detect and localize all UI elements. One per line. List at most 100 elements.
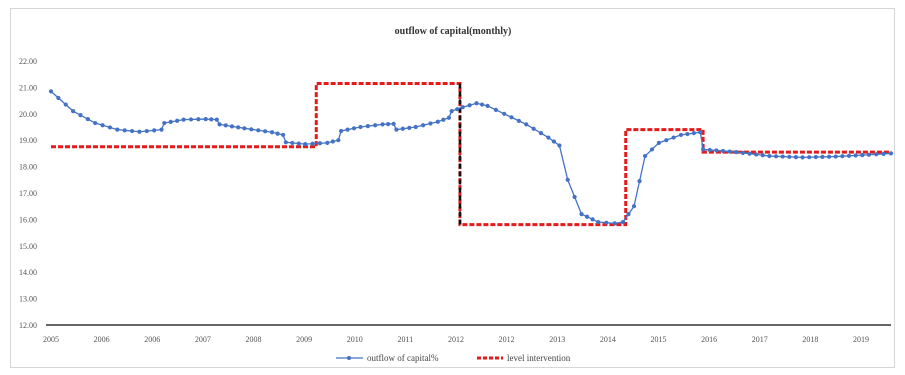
data-point-outflow (867, 153, 871, 157)
data-point-outflow (297, 141, 301, 145)
y-tick-label: 12.00 (19, 321, 37, 330)
data-point-outflow (447, 116, 451, 120)
data-point-outflow (714, 148, 718, 152)
y-tick-label: 21.00 (19, 83, 37, 92)
x-tick-label: 2015 (651, 335, 667, 344)
data-point-outflow (249, 127, 253, 131)
data-point-outflow (407, 126, 411, 130)
data-point-outflow (290, 141, 294, 145)
x-tick-label: 2005 (43, 335, 59, 344)
x-tick-label: 2012 (448, 335, 464, 344)
y-tick-label: 22.00 (19, 57, 37, 66)
data-point-outflow (847, 154, 851, 158)
data-point-outflow (345, 128, 349, 132)
data-point-outflow (310, 142, 314, 146)
data-point-outflow (204, 117, 208, 121)
data-point-outflow (632, 204, 636, 208)
legend-label-level: level intervention (507, 353, 571, 363)
data-point-outflow (557, 143, 561, 147)
data-point-outflow (386, 122, 390, 126)
data-point-outflow (637, 179, 641, 183)
data-point-outflow (552, 139, 556, 143)
data-point-outflow (175, 119, 179, 123)
x-tick-label: 2009 (296, 335, 312, 344)
data-point-outflow (679, 133, 683, 137)
x-axis-tick-labels: 2005 2006 2006 2007 2008 2009 2010 2011 2012 2012… (43, 335, 869, 344)
legend-marker-outflow (347, 356, 351, 360)
data-point-outflow (721, 149, 725, 153)
data-point-outflow (215, 118, 219, 122)
data-point-outflow (182, 118, 186, 122)
series-line-outflow-of-capital (51, 91, 891, 223)
x-tick-label: 2012 (499, 335, 515, 344)
data-point-outflow (331, 139, 335, 143)
data-point-outflow (281, 133, 285, 137)
x-tick-label: 2016 (701, 335, 717, 344)
data-point-outflow (814, 155, 818, 159)
data-point-outflow (820, 155, 824, 159)
data-point-outflow (532, 127, 536, 131)
data-point-outflow (159, 128, 163, 132)
data-point-outflow (590, 217, 594, 221)
data-point-outflow (152, 128, 156, 132)
data-point-outflow (734, 150, 738, 154)
data-point-outflow (270, 130, 274, 134)
data-point-outflow (827, 155, 831, 159)
chart-canvas: outflow of capital(monthly) 22.00 21.00 20… (11, 9, 896, 369)
data-point-outflow (685, 132, 689, 136)
y-axis-tick-labels: 22.00 21.00 20.00 19.00 18.00 17.00 16.00 15.00… (19, 57, 37, 330)
data-point-outflow (781, 154, 785, 158)
data-point-outflow (394, 128, 398, 132)
data-point-outflow (230, 124, 234, 128)
y-tick-label: 16.00 (19, 215, 37, 224)
data-point-outflow (71, 109, 75, 113)
data-point-outflow (414, 125, 418, 129)
data-point-outflow (585, 215, 589, 219)
data-point-outflow (108, 125, 112, 129)
data-point-outflow (854, 153, 858, 157)
y-tick-label: 18.00 (19, 163, 37, 172)
x-tick-label: 2018 (802, 335, 818, 344)
data-point-outflow (64, 102, 68, 106)
data-point-outflow (421, 123, 425, 127)
chart-title: outflow of capital(monthly) (395, 26, 512, 37)
data-point-outflow (461, 105, 465, 109)
data-point-outflow (380, 122, 384, 126)
data-point-outflow (494, 108, 498, 112)
data-point-outflow (189, 117, 193, 121)
y-tick-label: 20.00 (19, 110, 37, 119)
chart-frame: outflow of capital(monthly) 22.00 21.00 20… (10, 8, 895, 368)
data-point-outflow (256, 128, 260, 132)
data-point-outflow (761, 153, 765, 157)
data-point-outflow (767, 154, 771, 158)
data-point-outflow (236, 125, 240, 129)
data-point-outflow (747, 152, 751, 156)
x-tick-label: 2008 (246, 335, 262, 344)
data-point-outflow (196, 117, 200, 121)
data-point-outflow (539, 131, 543, 135)
data-point-outflow (224, 123, 228, 127)
data-point-outflow (441, 118, 445, 122)
legend-item-level: level intervention (477, 353, 571, 363)
data-point-outflow (56, 96, 60, 100)
data-point-outflow (657, 141, 661, 145)
data-point-outflow (800, 155, 804, 159)
data-point-outflow (650, 147, 654, 151)
data-point-outflow (774, 154, 778, 158)
data-point-outflow (728, 149, 732, 153)
data-point-outflow (373, 123, 377, 127)
data-point-outflow (169, 120, 173, 124)
series-layer (49, 83, 893, 225)
y-tick-label: 15.00 (19, 242, 37, 251)
data-point-outflow (366, 124, 370, 128)
data-point-outflow (485, 104, 489, 108)
data-point-outflow (621, 220, 625, 224)
data-point-outflow (137, 130, 141, 134)
data-point-outflow (436, 120, 440, 124)
data-point-outflow (643, 154, 647, 158)
data-point-outflow (86, 117, 90, 121)
y-tick-label: 13.00 (19, 295, 37, 304)
data-point-outflow (115, 128, 119, 132)
data-point-outflow (401, 127, 405, 131)
data-point-outflow (692, 131, 696, 135)
